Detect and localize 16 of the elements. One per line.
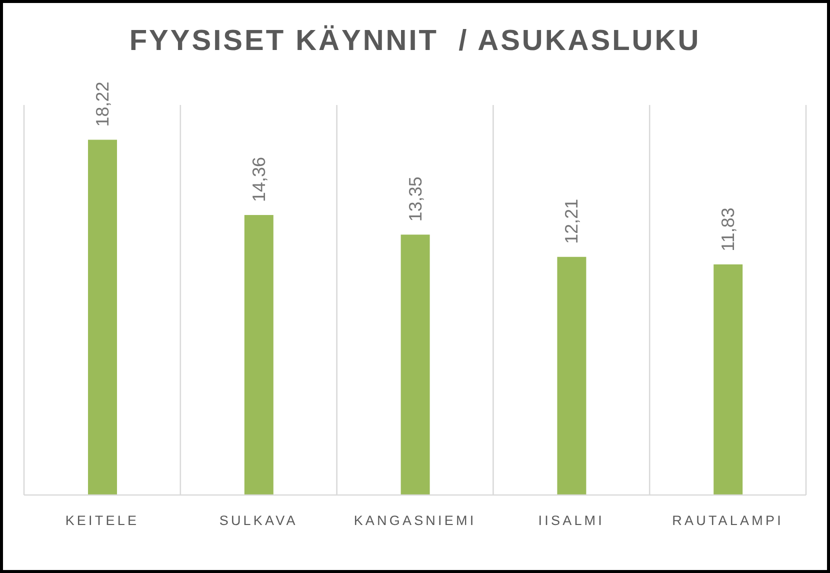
data-label: 14,36 <box>248 156 269 202</box>
x-tick-label: KANGASNIEMI <box>354 513 476 528</box>
x-tick-label: KEITELE <box>65 513 140 528</box>
data-label: 18,22 <box>92 82 112 127</box>
data-label: 12,21 <box>562 198 582 244</box>
bar <box>557 256 586 495</box>
data-label: 11,83 <box>718 208 738 252</box>
bar <box>714 264 743 495</box>
bar <box>244 214 274 495</box>
data-label: 13,35 <box>405 176 426 222</box>
x-tick-label: RAUTALAMPI <box>672 513 784 528</box>
bar <box>400 234 430 495</box>
bar <box>88 140 117 495</box>
x-tick-label: IISALMI <box>538 513 605 528</box>
chart-title: FYYSISET KÄYNNIT / ASUKASLUKU <box>128 24 702 59</box>
x-tick-label: SULKAVA <box>219 513 298 528</box>
